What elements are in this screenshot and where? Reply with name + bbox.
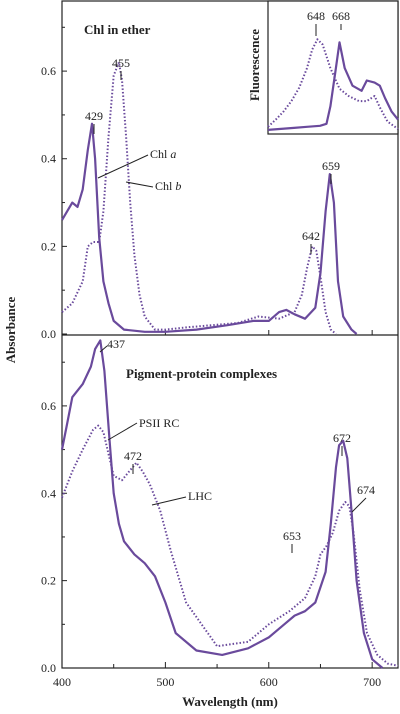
peak-label-674: 674 — [357, 483, 375, 497]
annotation-layer — [93, 24, 367, 553]
leader-chl-b — [125, 181, 154, 188]
series-bottom-psii-rc — [60, 339, 384, 669]
top-y-tick-label: 0.6 — [41, 64, 56, 78]
leader-psii-rc — [107, 422, 138, 441]
leader-437 — [99, 345, 108, 353]
series-label-lhc: LHC — [188, 489, 212, 503]
series-bottom-lhc — [61, 424, 399, 667]
top-y-tick-label: 0.2 — [41, 239, 56, 253]
x-tick-label: 500 — [156, 675, 174, 689]
peak-label-642: 642 — [302, 229, 320, 243]
inset-frame — [267, 0, 399, 135]
top-y-tick-label: 0.4 — [41, 152, 56, 166]
peak-label-659: 659 — [322, 159, 340, 173]
series-label-chl-b: Chl b — [155, 179, 181, 193]
peak-label-455: 455 — [112, 56, 130, 70]
peak-label-472: 472 — [124, 449, 142, 463]
peak-label-672: 672 — [333, 431, 351, 445]
leader-674 — [351, 497, 367, 513]
series-layer — [60, 0, 399, 669]
leader-chl-a — [97, 154, 149, 179]
bottom-panel-title: Pigment-protein complexes — [126, 366, 277, 381]
inset-series-chl-a — [267, 41, 399, 131]
bottom-y-tick-label: 0.6 — [41, 399, 56, 413]
inset-series-chl-b — [267, 38, 399, 130]
peak-label-437: 437 — [107, 337, 125, 351]
inset-y-axis-label: Fluorescence — [247, 29, 262, 101]
x-tick-label: 700 — [363, 675, 381, 689]
inset-peak-label-648: 648 — [307, 9, 325, 23]
bottom-y-tick-label: 0.4 — [41, 486, 56, 500]
leader-lhc — [151, 496, 187, 506]
top-y-tick-label: 0.0 — [41, 327, 56, 341]
inset-peak-label-668: 668 — [332, 9, 350, 23]
series-label-psii-rc: PSII RC — [139, 416, 179, 430]
x-tick-label: 600 — [260, 675, 278, 689]
x-axis-label: Wavelength (nm) — [182, 694, 278, 709]
bottom-y-tick-label: 0.0 — [41, 661, 56, 675]
peak-label-653: 653 — [283, 529, 301, 543]
top-panel-title: Chl in ether — [84, 22, 151, 37]
series-top-chl-a — [61, 122, 358, 335]
series-label-chl-a: Chl a — [150, 147, 176, 161]
bottom-y-tick-label: 0.2 — [41, 574, 56, 588]
peak-label-429: 429 — [85, 109, 103, 123]
x-tick-label: 400 — [53, 675, 71, 689]
y-axis-label: Absorbance — [3, 297, 18, 364]
